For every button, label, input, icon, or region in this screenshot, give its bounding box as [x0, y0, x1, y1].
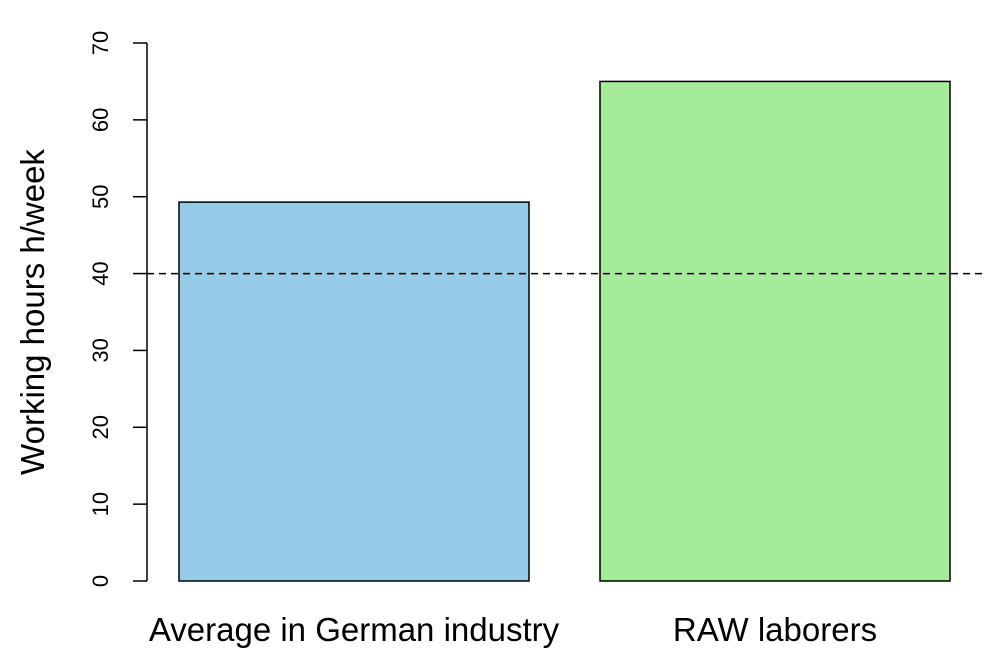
y-tick-label-6: 60 — [88, 108, 113, 132]
bars-layer — [178, 80, 951, 582]
y-tick-label-7: 70 — [88, 31, 113, 55]
bar-0 — [178, 201, 530, 582]
x-axis-labels: Average in German industry RAW laborers — [149, 611, 877, 648]
bar-1 — [599, 80, 951, 582]
category-label-1: RAW laborers — [673, 611, 877, 648]
y-tick-label-4: 40 — [88, 261, 113, 285]
category-label-0: Average in German industry — [149, 611, 560, 648]
y-axis: 0 10 20 30 40 50 60 70 — [88, 31, 148, 587]
y-tick-label-1: 10 — [88, 492, 113, 516]
y-tick-label-2: 20 — [88, 415, 113, 439]
y-tick-label-5: 50 — [88, 184, 113, 208]
y-tick-label-3: 30 — [88, 338, 113, 362]
y-axis-title: Working hours h/week — [14, 149, 51, 475]
y-tick-label-0: 0 — [88, 575, 113, 587]
